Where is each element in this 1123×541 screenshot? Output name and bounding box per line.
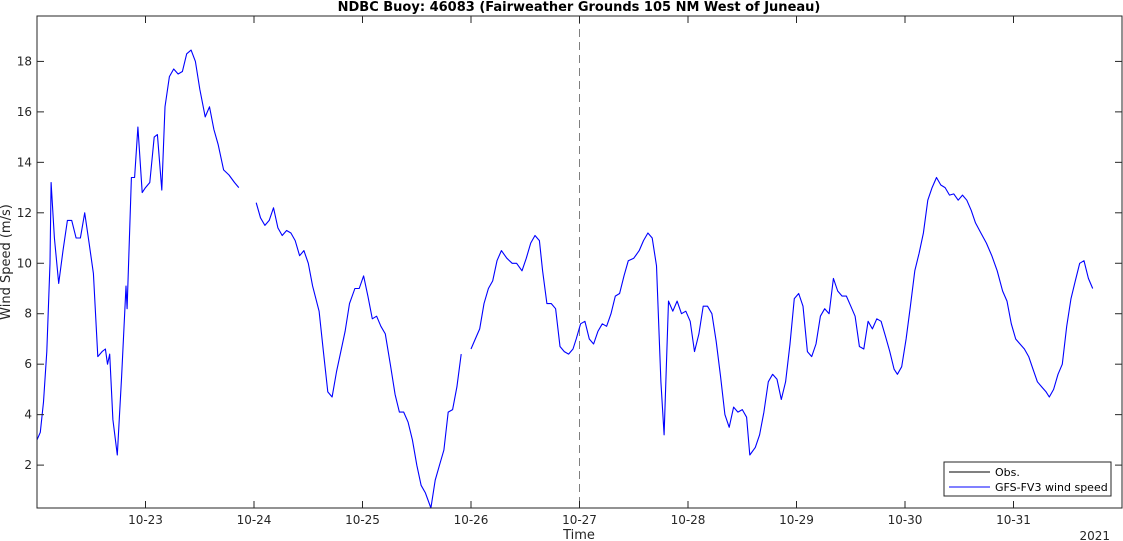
chart-title: NDBC Buoy: 46083 (Fairweather Grounds 10…: [338, 0, 821, 15]
y-tick-label: 10: [17, 256, 32, 270]
y-axis-label: Wind Speed (m/s): [0, 204, 14, 320]
x-tick-label: 10-25: [345, 513, 380, 527]
series-layer: [36, 49, 1094, 509]
x-tick-label: 10-26: [454, 513, 489, 527]
y-tick-label: 14: [17, 155, 32, 169]
y-tick-label: 18: [17, 54, 32, 68]
y-tick-label: 2: [24, 458, 32, 472]
x-tick-label: 10-27: [562, 513, 597, 527]
y-tick-label: 4: [24, 408, 32, 422]
year-label: 2021: [1079, 529, 1110, 541]
legend-box: [943, 461, 1112, 497]
x-tick-label: 10-30: [888, 513, 923, 527]
y-ticks: 2 4 6 8 10 12 14 16 18: [17, 54, 1122, 472]
y-tick-label: 12: [17, 206, 32, 220]
x-tick-label: 10-28: [671, 513, 706, 527]
x-axis-label: Time: [562, 528, 595, 541]
y-tick-label: 8: [24, 307, 32, 321]
x-tick-label: 10-29: [779, 513, 814, 527]
series-line-1: [255, 202, 462, 509]
legend-label-obs: Obs.: [995, 466, 1020, 479]
y-tick-label: 16: [17, 105, 32, 119]
x-tick-label: 10-24: [237, 513, 272, 527]
x-tick-label: 10-31: [996, 513, 1031, 527]
legend-label-gfs-fv3: GFS-FV3 wind speed: [995, 481, 1108, 494]
legend: Obs. GFS-FV3 wind speed: [943, 461, 1112, 497]
series-line-1: [470, 176, 1094, 456]
x-tick-label: 10-23: [128, 513, 163, 527]
y-tick-label: 6: [24, 357, 32, 371]
series-line-1: [36, 49, 240, 456]
x-ticks: 10-23 10-24 10-25 10-26 10-27 10-28 10-29 10-30…: [128, 16, 1031, 527]
